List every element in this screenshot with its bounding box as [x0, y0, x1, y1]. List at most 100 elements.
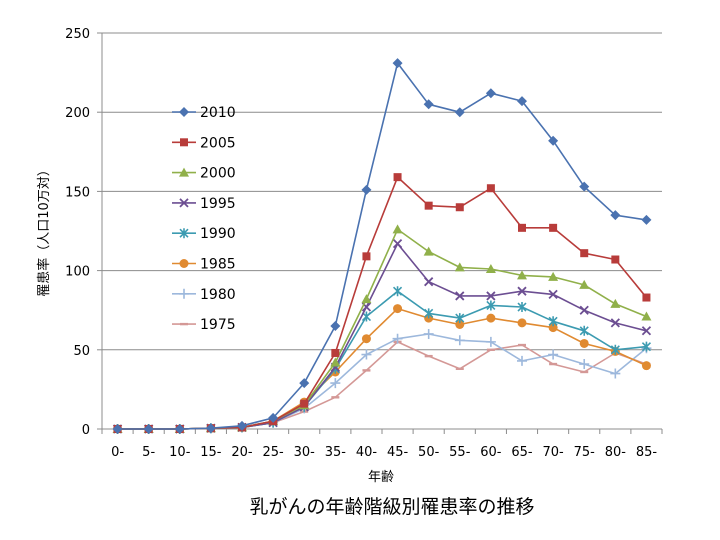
data-point-marker	[392, 286, 403, 297]
data-point-marker	[548, 323, 558, 333]
legend-label: 1985	[200, 257, 236, 273]
legend-item-1990: 1990	[172, 226, 236, 242]
data-point-marker	[517, 96, 527, 107]
legend-label: 1975	[200, 317, 236, 333]
x-tick-label: 5-	[142, 445, 155, 460]
data-point-marker	[548, 349, 559, 360]
data-point-marker	[330, 357, 341, 367]
data-point-marker	[423, 246, 434, 256]
data-point-marker	[361, 349, 372, 360]
data-point-marker	[486, 291, 496, 301]
data-point-marker	[180, 138, 188, 147]
data-point-marker	[392, 58, 403, 69]
data-point-marker	[361, 294, 372, 304]
data-point-marker	[424, 308, 434, 319]
data-point-marker	[423, 328, 434, 339]
data-point-marker	[392, 224, 403, 234]
data-point-marker	[485, 264, 496, 274]
data-point-marker	[641, 361, 651, 371]
data-point-marker	[392, 239, 403, 249]
data-point-marker	[548, 289, 558, 299]
legend-item-1985: 1985	[172, 257, 236, 273]
data-point-marker	[642, 293, 651, 302]
data-point-marker	[454, 107, 465, 118]
x-tick-label: 70-	[542, 445, 564, 460]
data-point-marker	[579, 338, 589, 348]
x-tick-label: 20-	[231, 445, 253, 460]
x-tick-label: 10-	[169, 445, 191, 460]
x-tick-label: 65-	[511, 445, 533, 460]
x-tick-label: 45-	[387, 445, 409, 460]
data-point-marker	[179, 107, 189, 117]
data-point-marker	[361, 311, 372, 322]
data-point-marker	[179, 228, 189, 239]
legend-item-2010: 2010	[172, 105, 236, 121]
data-point-marker	[143, 424, 154, 434]
series-2010	[112, 58, 652, 434]
data-point-marker	[392, 333, 403, 344]
y-tick-labels: 0 50 100 150 200 250	[65, 27, 90, 438]
data-point-marker	[486, 184, 495, 193]
y-tick-label: 150	[65, 185, 90, 200]
data-point-marker	[610, 368, 621, 379]
data-point-marker	[549, 223, 558, 232]
x-axis-title: 年齢	[368, 470, 394, 485]
data-point-marker	[454, 262, 465, 272]
legend-label: 1990	[200, 226, 236, 242]
data-point-marker	[517, 286, 527, 296]
x-tick-label: 80-	[605, 445, 627, 460]
series-lines	[112, 58, 652, 434]
legend-item-1975: 1975	[172, 317, 236, 333]
x-tick-labels: 0- 5- 10- 15- 20- 25- 30- 35- 40- 45- 50- 55- 60- 65-…	[111, 445, 657, 460]
data-point-marker	[610, 210, 621, 221]
data-point-marker	[579, 359, 590, 370]
data-point-marker	[548, 316, 558, 327]
x-tick-label: 30-	[294, 445, 316, 460]
y-tick-label: 100	[65, 265, 90, 280]
data-point-marker	[579, 325, 589, 336]
data-point-marker	[361, 334, 371, 344]
x-tick-label: 40-	[356, 445, 378, 460]
data-point-marker	[517, 318, 527, 328]
legend-item-2005: 2005	[172, 135, 236, 151]
data-point-marker	[205, 423, 216, 434]
data-point-marker	[548, 271, 559, 281]
y-axis-title: 罹患率（人口10万対）	[36, 163, 52, 297]
legend: 2010 2005 2000 1995 1990 1985 1980 1975	[172, 105, 236, 333]
data-point-marker	[579, 305, 589, 315]
data-point-marker	[517, 302, 527, 313]
data-point-marker	[548, 135, 559, 146]
legend-label: 1995	[200, 196, 236, 212]
data-point-marker	[299, 378, 310, 389]
x-tick-label: 60-	[480, 445, 502, 460]
data-point-marker	[268, 412, 279, 423]
data-point-marker	[579, 279, 590, 289]
x-tick-label: 35-	[325, 445, 347, 460]
data-point-marker	[455, 291, 465, 301]
data-point-marker	[641, 311, 652, 321]
data-point-marker	[423, 99, 434, 110]
data-point-marker	[393, 304, 403, 314]
data-point-marker	[179, 288, 189, 299]
chart-title: 乳がんの年齢階級別罹患率の推移	[249, 496, 534, 518]
data-point-marker	[579, 181, 590, 192]
data-point-marker	[610, 318, 620, 328]
legend-label: 2010	[200, 105, 236, 121]
data-point-marker	[610, 344, 620, 355]
x-tick-label: 55-	[449, 445, 471, 460]
data-point-marker	[454, 335, 465, 346]
x-tick-label: 25-	[262, 445, 284, 460]
legend-item-1995: 1995	[172, 196, 236, 212]
data-point-marker	[610, 298, 621, 308]
x-tick-label: 0-	[111, 445, 124, 460]
data-point-marker	[486, 300, 496, 311]
data-point-marker	[361, 184, 372, 195]
data-point-marker	[330, 321, 341, 332]
data-point-marker	[424, 201, 433, 210]
legend-item-1980: 1980	[172, 287, 236, 303]
data-point-marker	[424, 277, 434, 287]
data-point-marker	[641, 326, 652, 336]
data-point-marker	[174, 424, 185, 434]
